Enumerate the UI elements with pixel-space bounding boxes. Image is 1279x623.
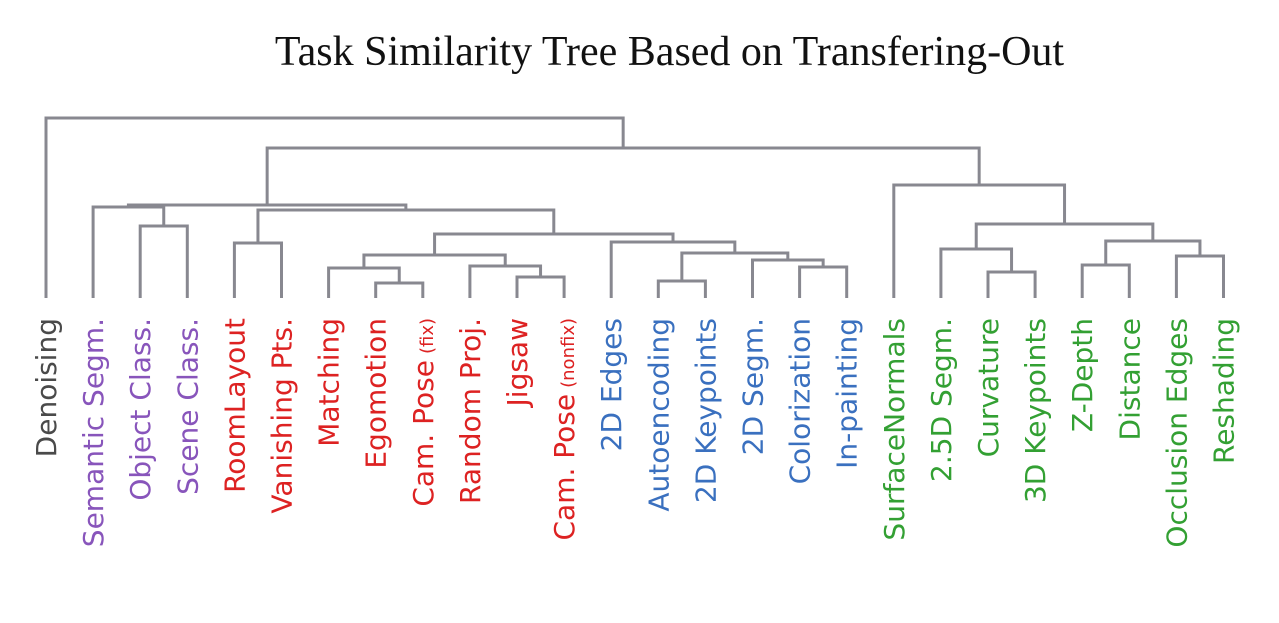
leaf-label: Scene Class. xyxy=(171,318,204,495)
leaf-label-text: Random Proj. xyxy=(454,318,487,504)
leaf-label: Z-Depth xyxy=(1066,318,1099,432)
branch-randomproj xyxy=(468,264,543,298)
leaf-label-text: Autoencoding xyxy=(642,318,675,512)
leaf-label-text: 3D Keypoints xyxy=(1019,318,1052,503)
dendrogram-branches xyxy=(44,116,1225,298)
leaf-label: Jigsaw xyxy=(501,318,534,408)
branch-semantic xyxy=(91,205,166,298)
leaf-label-text: Reshading xyxy=(1208,318,1241,464)
branch-3d-group xyxy=(974,222,1155,249)
branch-2d-lowlevel xyxy=(680,251,790,281)
leaf-label: Random Proj. xyxy=(454,318,487,504)
leaf-labels: Denoising Semantic Segm. Object Class. Scen… xyxy=(30,318,1241,548)
diagram-title: Task Similarity Tree Based on Transferin… xyxy=(274,29,1065,75)
branch-egomotion-campose xyxy=(374,281,425,298)
branch-curvature-3dkp xyxy=(986,270,1037,298)
leaf-label-text: Occlusion Edges xyxy=(1160,318,1193,548)
leaf-label-text: Egomotion xyxy=(360,318,393,469)
leaf-label: Cam. Pose (fix) xyxy=(407,318,440,507)
branch-jigsaw-campose xyxy=(515,275,566,298)
leaf-label: Cam. Pose (nonfix) xyxy=(548,318,581,541)
leaf-label: Matching xyxy=(313,318,346,447)
leaf-label-text: Distance xyxy=(1113,318,1146,440)
leaf-label: In-painting xyxy=(831,318,864,469)
leaf-label-text: Cam. Pose xyxy=(548,394,581,541)
leaf-label: SurfaceNormals xyxy=(878,318,911,541)
leaf-label-text: 2.5D Segm. xyxy=(925,318,958,482)
leaf-label-text: Cam. Pose xyxy=(407,360,440,507)
leaf-label-text: 2D Edges xyxy=(595,318,628,451)
leaf-label: Distance xyxy=(1113,318,1146,440)
leaf-label: RoomLayout xyxy=(218,318,251,493)
leaf-label: Reshading xyxy=(1208,318,1241,464)
leaf-label-text: Semantic Segm. xyxy=(77,318,110,547)
leaf-label-text: In-painting xyxy=(831,318,864,469)
branch-object-scene xyxy=(138,224,189,298)
leaf-label: 3D Keypoints xyxy=(1019,318,1052,503)
leaf-label: Curvature xyxy=(972,318,1005,457)
branch-2d-edges xyxy=(609,240,737,298)
leaf-label: Occlusion Edges xyxy=(1160,318,1193,548)
branch-occlusion-reshading xyxy=(1174,254,1225,298)
branch-level2 xyxy=(265,146,981,205)
leaf-label-text: Z-Depth xyxy=(1066,318,1099,432)
leaf-label-text: 2D Keypoints xyxy=(689,318,722,503)
branch-color-inpaint xyxy=(798,265,849,298)
leaf-label: Semantic Segm. xyxy=(77,318,110,547)
leaf-label-text: Vanishing Pts. xyxy=(266,318,299,514)
branch-room-group xyxy=(256,208,556,243)
leaf-label: 2.5D Segm. xyxy=(925,318,958,482)
branch-depth-group xyxy=(1104,239,1202,265)
branch-geom-low xyxy=(433,232,675,255)
leaf-label-suffix: (nonfix) xyxy=(558,318,579,388)
leaf-label-text: 2D Segm. xyxy=(737,318,770,455)
leaf-label: 2D Edges xyxy=(595,318,628,451)
leaf-label-text: Colorization xyxy=(784,318,817,484)
branch-right xyxy=(892,183,1067,298)
leaf-label: 2D Keypoints xyxy=(689,318,722,503)
leaf-label-text: Jigsaw xyxy=(501,318,534,408)
leaf-label: Autoencoding xyxy=(642,318,675,512)
leaf-label: Vanishing Pts. xyxy=(266,318,299,514)
branch-room-vanishing xyxy=(232,241,283,298)
leaf-label-text: RoomLayout xyxy=(218,318,251,493)
leaf-label: Colorization xyxy=(784,318,817,484)
leaf-label: Denoising xyxy=(30,318,63,457)
leaf-label: Egomotion xyxy=(360,318,393,469)
leaf-label-text: Scene Class. xyxy=(171,318,204,495)
leaf-label-text: SurfaceNormals xyxy=(878,318,911,541)
branch-root xyxy=(44,116,625,298)
branch-zdepth-distance xyxy=(1080,263,1131,298)
leaf-label: 2D Segm. xyxy=(737,318,770,455)
branch-auto-keypoints xyxy=(656,279,707,298)
leaf-label-text: Curvature xyxy=(972,318,1005,457)
leaf-label-text: Matching xyxy=(313,318,346,447)
leaf-label-text: Denoising xyxy=(30,318,63,457)
leaf-label-text: Object Class. xyxy=(124,318,157,501)
leaf-label: Object Class. xyxy=(124,318,157,501)
leaf-label-suffix: (fix) xyxy=(417,318,438,354)
